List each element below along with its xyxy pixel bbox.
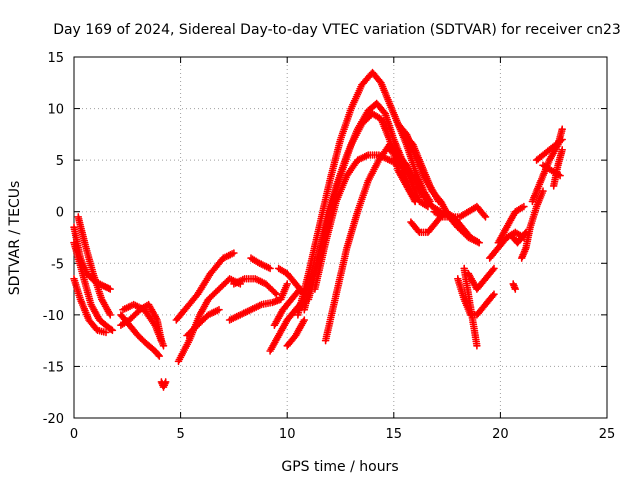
data-series-track-8 xyxy=(157,378,170,391)
y-tick-label: -15 xyxy=(43,360,64,375)
data-series-track-19 xyxy=(294,68,434,319)
x-tick-label: 25 xyxy=(599,427,616,442)
data-series-track-2 xyxy=(70,238,117,335)
data-series-track-34 xyxy=(509,228,530,247)
y-tick-label: 0 xyxy=(56,206,64,221)
y-tick-label: 15 xyxy=(47,51,64,66)
data-series-track-28 xyxy=(430,202,490,221)
data-series-track-30 xyxy=(460,264,481,350)
data-series-track-11 xyxy=(183,305,223,340)
data-series-track-22 xyxy=(311,151,413,293)
data-series-track-31 xyxy=(464,264,498,293)
data-series-track-36 xyxy=(517,187,547,262)
y-tick-label: -10 xyxy=(43,309,64,324)
data-series-track-40 xyxy=(549,146,566,190)
data-series-track-33 xyxy=(494,202,528,247)
data-series-track-35 xyxy=(509,280,520,293)
data-series-track-3 xyxy=(70,275,110,337)
y-axis-label: SDTVAR / TECUs xyxy=(7,181,23,296)
x-tick-label: 0 xyxy=(70,427,78,442)
chart-title: Day 169 of 2024, Sidereal Day-to-day VTE… xyxy=(53,22,621,38)
data-series-track-17 xyxy=(283,316,309,350)
data-series-track-18 xyxy=(274,264,309,298)
data-series-track-9 xyxy=(172,249,238,324)
x-tick-label: 20 xyxy=(492,427,509,442)
y-tick-label: 5 xyxy=(56,154,64,169)
data-series-track-23 xyxy=(321,140,419,345)
y-tick-label: -20 xyxy=(43,412,64,427)
data-series-track-4 xyxy=(74,213,114,319)
data-series-track-13 xyxy=(230,275,281,298)
data-series-track-24 xyxy=(385,146,445,216)
x-axis-label: GPS time / hours xyxy=(281,459,398,475)
x-tick-label: 10 xyxy=(279,427,296,442)
plot-area xyxy=(70,68,566,391)
y-tick-label: -5 xyxy=(51,257,64,272)
x-tick-label: 5 xyxy=(176,427,184,442)
data-series-track-16 xyxy=(270,285,304,329)
data-series-track-38 xyxy=(532,135,566,164)
y-tick-label: 10 xyxy=(47,103,64,118)
x-tick-label: 15 xyxy=(386,427,403,442)
data-series-track-7 xyxy=(119,300,168,350)
data-series-track-12 xyxy=(225,280,291,324)
data-series-track-14 xyxy=(247,254,274,273)
